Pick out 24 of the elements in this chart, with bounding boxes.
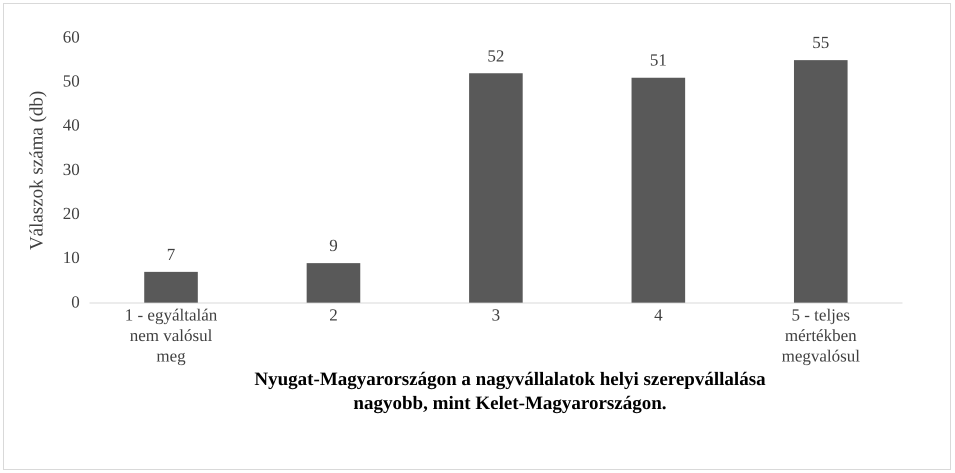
bar	[632, 78, 686, 303]
data-label: 52	[487, 46, 504, 66]
data-label: 51	[650, 50, 667, 70]
y-tick-label: 0	[71, 292, 80, 312]
bar	[794, 60, 848, 303]
data-label: 55	[812, 33, 830, 52]
bar	[469, 73, 523, 303]
data-label: 7	[166, 244, 176, 264]
x-tick-label: 1 - egyáltalán nem valósul meg	[124, 305, 218, 366]
y-axis-title: Válaszok száma (db)	[26, 90, 48, 250]
y-tick-label: 60	[62, 27, 80, 46]
bar	[144, 272, 198, 303]
y-tick-label: 10	[62, 248, 80, 268]
y-tick-label: 40	[62, 116, 80, 135]
data-label: 9	[329, 236, 338, 256]
x-tick-label: 4	[654, 305, 664, 324]
bar	[306, 263, 360, 303]
y-tick-label: 30	[62, 160, 80, 179]
x-tick-label: 3	[492, 305, 500, 324]
x-tick-label: 5 - teljes mértékben megvalósul	[782, 305, 860, 366]
x-tick-label: 2	[329, 305, 338, 324]
y-tick-label: 20	[62, 204, 80, 223]
x-axis-title: Nyugat-Magyarországon a nagyvállalatok helyi szerepvállalása nagyobb, mint Kelet-Magyarországon.	[253, 368, 767, 416]
y-tick-label: 50	[62, 72, 80, 91]
